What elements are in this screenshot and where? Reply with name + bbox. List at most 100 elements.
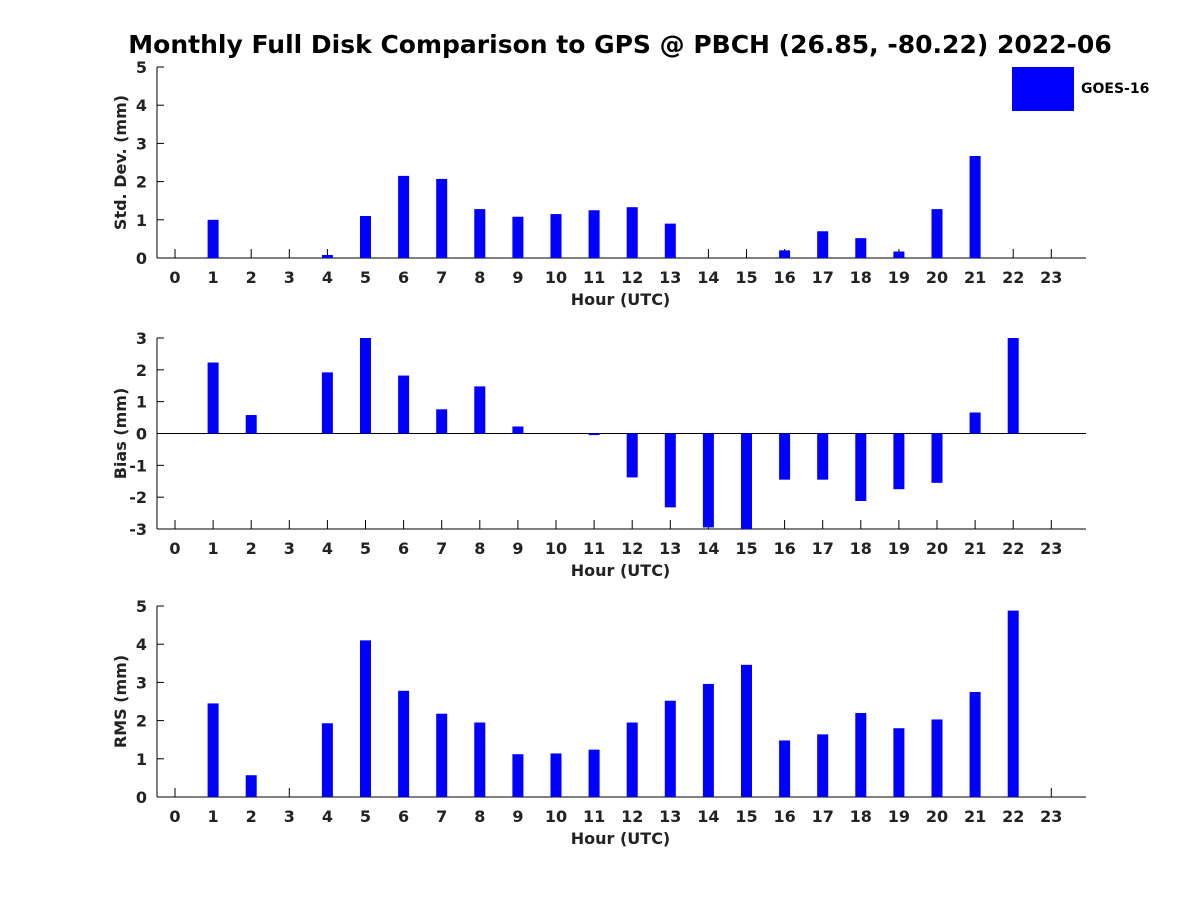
- bar-hour-8: [474, 386, 486, 434]
- x-tick-label: 19: [888, 807, 910, 826]
- bar-hour-21: [969, 412, 981, 434]
- x-tick-label: 9: [512, 268, 523, 287]
- x-tick-label: 4: [322, 807, 333, 826]
- x-tick-label: 5: [360, 807, 371, 826]
- x-tick-label: 16: [773, 807, 795, 826]
- bar-hour-21: [969, 156, 981, 258]
- x-tick-label: 10: [545, 268, 567, 287]
- x-tick-label: 17: [812, 807, 834, 826]
- bar-hour-14: [702, 683, 714, 797]
- bar-hour-16: [779, 250, 791, 258]
- y-tick-label: 5: [136, 58, 147, 77]
- x-tick-label: 14: [697, 268, 719, 287]
- x-tick-label: 14: [697, 807, 719, 826]
- y-tick-label: 4: [136, 96, 147, 115]
- x-tick-label: 21: [964, 268, 986, 287]
- bar-hour-8: [474, 209, 486, 258]
- x-tick-label: 23: [1040, 539, 1062, 558]
- y-tick-label: -1: [129, 456, 147, 475]
- x-tick-label: 2: [246, 539, 257, 558]
- bar-hour-10: [550, 753, 562, 797]
- x-tick-label: 12: [621, 268, 643, 287]
- bar-hour-12: [626, 433, 638, 478]
- bar-hour-17: [817, 433, 829, 480]
- bar-hour-12: [626, 207, 638, 258]
- x-tick-label: 22: [1002, 539, 1024, 558]
- bar-hour-1: [207, 362, 219, 434]
- x-tick-label: 9: [512, 539, 523, 558]
- legend-label: GOES-16: [1081, 81, 1150, 97]
- x-tick-label: 6: [398, 807, 409, 826]
- bar-hour-4: [321, 254, 333, 258]
- x-tick-label: 0: [169, 268, 180, 287]
- y-tick-label: 1: [136, 211, 147, 230]
- x-tick-label: 1: [208, 807, 219, 826]
- x-tick-label: 11: [583, 539, 605, 558]
- y-tick-label: 3: [136, 673, 147, 692]
- bar-hour-15: [741, 664, 752, 797]
- x-tick-label: 15: [735, 807, 757, 826]
- y-tick-label: 0: [136, 425, 147, 444]
- x-tick-label: 6: [398, 539, 409, 558]
- x-tick-label: 5: [360, 268, 371, 287]
- bar-hour-18: [855, 433, 867, 501]
- x-tick-label: 8: [474, 539, 485, 558]
- bar-hour-11: [588, 433, 600, 436]
- bar-hour-16: [779, 740, 791, 797]
- bar-hour-13: [664, 700, 676, 797]
- bar-hour-10: [550, 214, 562, 258]
- x-tick-label: 17: [812, 268, 834, 287]
- x-tick-label: 4: [322, 539, 333, 558]
- x-tick-label: 5: [360, 539, 371, 558]
- bar-hour-13: [664, 433, 676, 508]
- x-tick-label: 8: [474, 268, 485, 287]
- x-tick-label: 19: [888, 268, 910, 287]
- y-tick-label: 1: [136, 393, 147, 412]
- bar-hour-8: [474, 722, 486, 797]
- x-tick-label: 18: [850, 539, 872, 558]
- x-tick-label: 7: [436, 807, 447, 826]
- y-tick-label: 2: [136, 173, 147, 192]
- bar-hour-17: [817, 734, 829, 797]
- bar-hour-5: [360, 215, 371, 258]
- x-tick-label: 7: [436, 268, 447, 287]
- x-tick-label: 23: [1040, 807, 1062, 826]
- x-tick-label: 15: [735, 539, 757, 558]
- figure-title: Monthly Full Disk Comparison to GPS @ PB…: [128, 30, 1112, 59]
- x-tick-label: 20: [926, 268, 948, 287]
- x-tick-label: 15: [735, 268, 757, 287]
- x-tick-label: 4: [322, 268, 333, 287]
- x-tick-label: 16: [773, 539, 795, 558]
- bar-hour-20: [931, 719, 943, 797]
- x-tick-label: 10: [545, 807, 567, 826]
- y-tick-label: 4: [136, 635, 147, 654]
- bar-hour-7: [436, 409, 448, 434]
- y-tick-label: 2: [136, 361, 147, 380]
- y-tick-label: 2: [136, 712, 147, 731]
- x-tick-label: 3: [284, 539, 295, 558]
- bar-hour-22: [1007, 610, 1019, 797]
- bar-hour-4: [321, 372, 333, 434]
- y-axis-label: Std. Dev. (mm): [111, 95, 130, 230]
- x-tick-label: 23: [1040, 268, 1062, 287]
- x-tick-label: 14: [697, 539, 719, 558]
- x-tick-label: 3: [284, 807, 295, 826]
- bar-hour-7: [436, 713, 448, 797]
- x-axis-label: Hour (UTC): [571, 561, 671, 580]
- bar-hour-9: [512, 426, 524, 434]
- bar-hour-6: [398, 690, 410, 797]
- bar-hour-4: [321, 723, 333, 797]
- bar-hour-9: [512, 216, 524, 258]
- x-tick-label: 20: [926, 807, 948, 826]
- bar-hour-19: [893, 251, 905, 258]
- bar-hour-2: [245, 415, 257, 434]
- x-tick-label: 3: [284, 268, 295, 287]
- x-tick-label: 13: [659, 539, 681, 558]
- bar-hour-12: [626, 722, 638, 797]
- bar-hour-5: [360, 338, 371, 434]
- x-tick-label: 22: [1002, 807, 1024, 826]
- y-axis-label: Bias (mm): [111, 388, 130, 480]
